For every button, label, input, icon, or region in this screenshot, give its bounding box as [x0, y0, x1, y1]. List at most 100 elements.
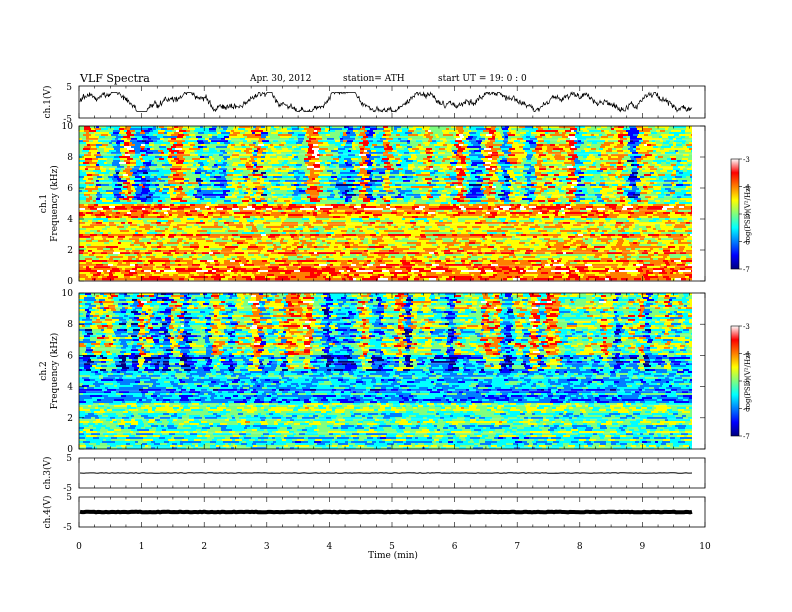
- spectrogram-cell: [128, 152, 135, 155]
- spectrogram-cell: [104, 172, 109, 175]
- spectrogram-cell: [114, 194, 121, 197]
- spectrogram-cell: [604, 178, 607, 181]
- spectrogram-cell: [297, 162, 300, 165]
- spectrogram-cell: [522, 158, 527, 161]
- spectrogram-cell: [123, 198, 129, 201]
- spectrogram-cell: [310, 170, 316, 173]
- spectrogram-cell: [242, 174, 248, 177]
- spectrogram-cell: [223, 162, 227, 165]
- spectrogram-cell: [79, 198, 86, 201]
- spectrogram-cell: [383, 196, 386, 199]
- spectrogram-cell: [413, 158, 416, 161]
- spectrogram-cell: [332, 200, 339, 203]
- spectrogram-cell: [527, 182, 531, 185]
- spectrogram-cell: [345, 198, 348, 201]
- spectrogram-cell: [211, 188, 214, 191]
- spectrogram-cell: [643, 140, 649, 143]
- spectrogram-cell: [685, 136, 689, 139]
- spectrogram-cell: [474, 150, 481, 153]
- spectrogram-cell: [398, 190, 405, 193]
- spectrogram-cell: [345, 144, 349, 147]
- spectrogram-cell: [141, 130, 144, 133]
- spectrogram-cell: [470, 158, 475, 161]
- spectrogram-cell: [277, 142, 281, 145]
- spectrogram-cell: [225, 166, 228, 169]
- spectrogram-cell: [492, 134, 496, 137]
- spectrogram-cell: [228, 202, 235, 205]
- spectrogram-cell: [646, 180, 650, 183]
- spectrogram-cell: [343, 170, 350, 173]
- spectrogram-cell: [628, 192, 635, 195]
- spectrogram-cell: [686, 140, 691, 143]
- spectrogram-cell: [109, 142, 112, 145]
- spectrogram-cell: [686, 156, 692, 159]
- spectrogram-cell: [144, 148, 147, 151]
- spectrogram-cell: [244, 196, 250, 199]
- spectrogram-cell: [371, 160, 375, 163]
- spectrogram-cell: [691, 132, 692, 135]
- spectrogram-cell: [450, 196, 455, 199]
- spectrogram-cell: [580, 186, 587, 189]
- spectrogram-cell: [316, 182, 320, 185]
- spectrogram-cell: [502, 184, 506, 187]
- spectrogram-cell: [462, 202, 468, 205]
- spectrogram-cell: [667, 146, 671, 149]
- spectrogram-cell: [481, 182, 488, 185]
- spectrogram-cell: [386, 190, 393, 193]
- spectrogram-cell: [630, 182, 636, 185]
- spectrogram-cell: [104, 148, 110, 151]
- spectrogram-cell: [86, 138, 91, 141]
- spectrogram-cell: [536, 142, 540, 145]
- spectrogram-cell: [614, 128, 618, 131]
- spectrogram-cell: [481, 136, 485, 139]
- spectrogram-cell: [607, 168, 610, 171]
- spectrogram-cell: [369, 176, 372, 179]
- spectrogram-cell: [154, 204, 158, 207]
- spectrogram-cell: [180, 204, 186, 207]
- spectrogram-cell: [298, 140, 303, 143]
- spectrogram-cell: [546, 136, 552, 139]
- spectrogram-cell: [257, 178, 260, 181]
- spectrogram-cell: [391, 128, 394, 131]
- spectrogram-cell: [352, 200, 356, 203]
- spectrogram-cell: [638, 196, 641, 199]
- spectrogram-cell: [386, 196, 391, 199]
- spectrogram-cell: [373, 174, 377, 177]
- spectrogram-cell: [325, 176, 331, 179]
- spectrogram-cell: [596, 202, 602, 205]
- spectrogram-cell: [79, 176, 84, 179]
- spectrogram-cell: [419, 188, 422, 191]
- spectrogram-cell: [437, 158, 443, 161]
- spectrogram-cell: [244, 150, 249, 153]
- spectrogram-cell: [84, 192, 89, 195]
- spectrogram-cell: [285, 188, 289, 191]
- spectrogram-cell: [505, 136, 508, 139]
- spectrogram-cell: [586, 166, 589, 169]
- spectrogram-cell: [209, 138, 214, 141]
- spectrogram-cell: [473, 144, 480, 147]
- spectrogram-cell: [465, 158, 470, 161]
- spectrogram-cell: [84, 146, 91, 149]
- ch1-ytick-label: -5: [63, 115, 72, 125]
- spectrogram-cell: [531, 174, 535, 177]
- spectrogram-cell: [239, 190, 242, 193]
- spectrogram-cell: [666, 166, 670, 169]
- spectrogram-cell: [86, 186, 92, 189]
- spectrogram-cell: [673, 194, 678, 197]
- spectrogram-cell: [215, 170, 218, 173]
- spectrogram-cell: [209, 128, 216, 131]
- spectrogram-cell: [583, 156, 587, 159]
- spectrogram-cell: [483, 176, 489, 179]
- spectrogram-cell: [489, 132, 494, 135]
- spectrogram-cell: [664, 202, 671, 205]
- spectrogram-cell: [347, 156, 354, 159]
- spectrogram-cell: [340, 132, 343, 135]
- spectrogram-cell: [546, 150, 552, 153]
- spectrogram-cell: [88, 182, 94, 185]
- spectrogram-cell: [519, 130, 524, 133]
- spectrogram-cell: [276, 186, 279, 189]
- spectrogram-cell: [456, 134, 459, 137]
- spectrogram-cell: [353, 172, 359, 175]
- spectrogram-cell: [140, 158, 143, 161]
- spectrogram-cell: [124, 142, 129, 145]
